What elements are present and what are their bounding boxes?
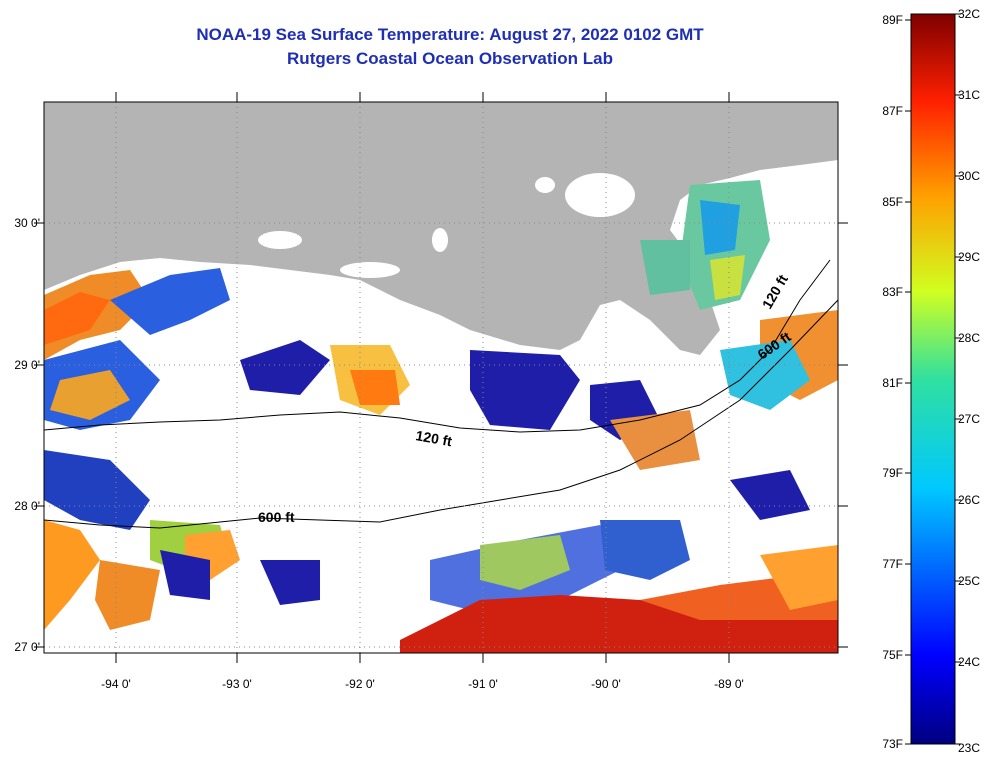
- colorbar-ticks: [905, 13, 961, 745]
- map-frame: [43, 101, 839, 654]
- contour-600ft: [44, 299, 838, 529]
- colorbar-c-label: 29C: [958, 250, 980, 264]
- colorbar-f-label: 75F: [882, 648, 903, 662]
- colorbar-f-label: 83F: [882, 285, 903, 299]
- colorbar-f-label: 85F: [882, 195, 903, 209]
- colorbar-f-label: 73F: [882, 737, 903, 751]
- colorbar-c-label: 30C: [958, 169, 980, 183]
- y-tick-label: 27 0': [14, 640, 40, 654]
- contour-label: 600 ft: [258, 509, 295, 525]
- colorbar-c-label: 28C: [958, 331, 980, 345]
- y-tick-label: 29 0': [14, 358, 40, 372]
- colorbar-c-label: 24C: [958, 655, 980, 669]
- map-title: NOAA-19 Sea Surface Temperature: August …: [196, 25, 704, 44]
- map-subtitle: Rutgers Coastal Ocean Observation Lab: [287, 49, 613, 68]
- colorbar-f-label: 89F: [882, 13, 903, 27]
- cloud-patch: [258, 231, 302, 249]
- cloud-patch: [432, 228, 448, 252]
- x-tick-label: -89 0': [714, 677, 744, 691]
- graticule: [44, 102, 838, 653]
- x-tick-label: -91 0': [468, 677, 498, 691]
- x-tick-label: -93 0': [222, 677, 252, 691]
- colorbar-f-label: 79F: [882, 466, 903, 480]
- cloud-patch: [535, 177, 555, 193]
- sst-data-layer: [44, 180, 838, 653]
- colorbar-c-label: 31C: [958, 88, 980, 102]
- cloud-patch: [340, 262, 400, 278]
- colorbar-c-label: 26C: [958, 493, 980, 507]
- y-tick-label: 28 0': [14, 499, 40, 513]
- x-tick-label: -92 0': [345, 677, 375, 691]
- y-tick-label: 30 0': [14, 216, 40, 230]
- x-tick-label: -94 0': [101, 677, 131, 691]
- colorbar-c-label: 25C: [958, 574, 980, 588]
- colorbar: [910, 13, 956, 745]
- contour-label: 120 ft: [414, 427, 453, 449]
- colorbar-c-label: 23C: [958, 741, 980, 755]
- contour-120ft: [44, 259, 831, 433]
- colorbar-f-label: 81F: [882, 376, 903, 390]
- colorbar-f-label: 77F: [882, 557, 903, 571]
- colorbar-c-label: 27C: [958, 412, 980, 426]
- colorbar-c-label: 32C: [958, 7, 980, 21]
- axis-ticks: [34, 92, 848, 663]
- colorbar-f-label: 87F: [882, 104, 903, 118]
- cloud-patch: [565, 173, 635, 217]
- x-tick-label: -90 0': [591, 677, 621, 691]
